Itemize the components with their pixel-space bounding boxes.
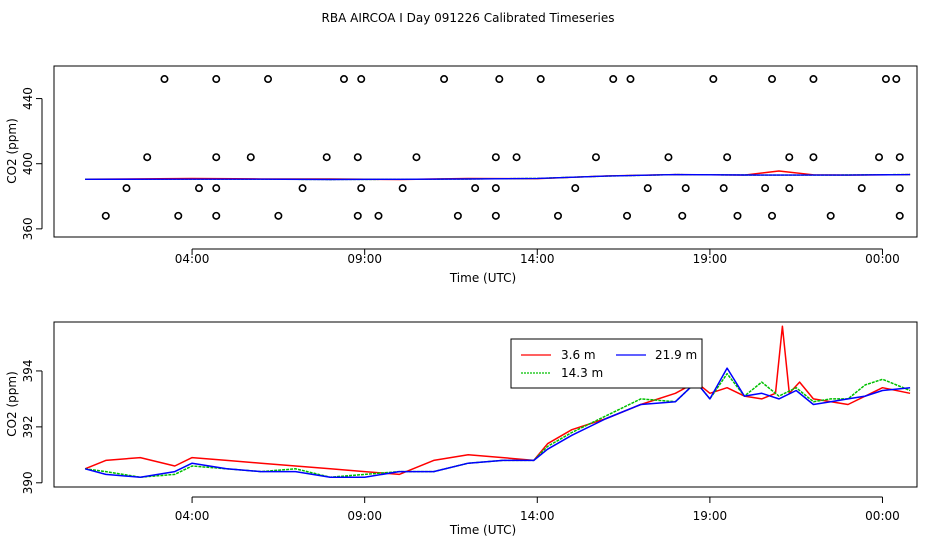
- scatter-point: [491, 211, 500, 220]
- x-tick-label: 14:00: [520, 509, 555, 523]
- x-tick-label: 19:00: [693, 509, 728, 523]
- scatter-point: [895, 184, 904, 193]
- scatter-point: [768, 211, 777, 220]
- scatter-point: [809, 75, 818, 84]
- scatter-point: [591, 153, 600, 162]
- x-tick-label: 19:00: [693, 252, 728, 266]
- scatter-point: [101, 211, 110, 220]
- scatter-point: [212, 184, 221, 193]
- scatter-point: [826, 211, 835, 220]
- y-tick-label: 400: [21, 152, 35, 175]
- scatter-point: [212, 211, 221, 220]
- scatter-point: [298, 184, 307, 193]
- x-tick-label: 00:00: [865, 509, 900, 523]
- legend-label-14-3m: 14.3 m: [561, 366, 603, 380]
- scatter-point: [353, 153, 362, 162]
- scatter-point: [768, 75, 777, 84]
- scatter-point: [491, 153, 500, 162]
- y-tick-label: 394: [21, 359, 35, 382]
- x-tick-label: 00:00: [865, 252, 900, 266]
- scatter-point: [626, 75, 635, 84]
- y-tick-label: 390: [21, 471, 35, 494]
- series-line-21-9-m: [84, 367, 911, 478]
- scatter-point: [857, 184, 866, 193]
- scatter-point: [733, 211, 742, 220]
- scatter-point: [471, 184, 480, 193]
- plot-frame-top: [53, 65, 918, 238]
- scatter-point: [571, 184, 580, 193]
- scatter-point: [892, 75, 901, 84]
- scatter-point: [512, 153, 521, 162]
- scatter-point: [412, 153, 421, 162]
- scatter-point: [609, 75, 618, 84]
- scatter-point: [274, 211, 283, 220]
- scatter-point: [809, 153, 818, 162]
- y-tick-label: 392: [21, 415, 35, 438]
- scatter-point: [895, 211, 904, 220]
- scatter-point: [357, 184, 366, 193]
- legend-label-21-9m: 21.9 m: [655, 348, 697, 362]
- scatter-point: [212, 75, 221, 84]
- scatter-point: [160, 75, 169, 84]
- figure-title: RBA AIRCOA I Day 091226 Calibrated Times…: [322, 11, 615, 25]
- scatter-point: [357, 75, 366, 84]
- series-line-3-6-m: [84, 325, 911, 476]
- x-tick-label: 04:00: [175, 252, 210, 266]
- panel-bottom: 04:00 09:00 14:00 19:00 00:00 390 392 394 Time …: [5, 321, 918, 537]
- scatter-point: [681, 184, 690, 193]
- x-tick-label: 09:00: [347, 252, 382, 266]
- x-axis-label-top: Time (UTC): [449, 271, 516, 285]
- plot-frame-bottom: [53, 321, 918, 488]
- scatter-point: [664, 153, 673, 162]
- x-tick-label: 04:00: [175, 509, 210, 523]
- scatter-point: [623, 211, 632, 220]
- scatter-point: [440, 75, 449, 84]
- scatter-point: [709, 75, 718, 84]
- scatter-point: [143, 153, 152, 162]
- scatter-point: [122, 184, 131, 193]
- y-axis-label-bottom: CO2 (ppm): [5, 371, 19, 437]
- scatter-point: [881, 75, 890, 84]
- scatter-point: [553, 211, 562, 220]
- scatter-point: [246, 153, 255, 162]
- scatter-point: [719, 184, 728, 193]
- scatter-point: [785, 184, 794, 193]
- scatter-point: [398, 184, 407, 193]
- scatter-point: [194, 184, 203, 193]
- legend-box: [510, 338, 703, 389]
- scatter-point: [322, 153, 331, 162]
- scatter-point: [453, 211, 462, 220]
- scatter-point: [643, 184, 652, 193]
- scatter-point: [785, 153, 794, 162]
- x-axis-label-bottom: Time (UTC): [449, 523, 516, 537]
- scatter-point: [353, 211, 362, 220]
- legend: 3.6 m 14.3 m 21.9 m: [510, 338, 703, 389]
- scatter-point: [212, 153, 221, 162]
- scatter-markers-top: [101, 75, 904, 220]
- scatter-point: [374, 211, 383, 220]
- series-lines-top: [85, 170, 911, 181]
- scatter-point: [678, 211, 687, 220]
- y-tick-label: 360: [21, 217, 35, 240]
- panel-top: 04:00 09:00 14:00 19:00 00:00 360 400 440 Time …: [5, 65, 918, 285]
- y-axis-label-top: CO2 (ppm): [5, 118, 19, 184]
- scatter-point: [761, 184, 770, 193]
- scatter-point: [875, 153, 884, 162]
- y-tick-label: 440: [21, 87, 35, 110]
- x-tick-label: 14:00: [520, 252, 555, 266]
- scatter-point: [895, 153, 904, 162]
- scatter-point: [174, 211, 183, 220]
- scatter-point: [491, 184, 500, 193]
- series-line-14-3-m: [84, 372, 911, 478]
- scatter-point: [495, 75, 504, 84]
- scatter-point: [264, 75, 273, 84]
- series-line-21-9-m: [85, 173, 911, 181]
- legend-label-3-6m: 3.6 m: [561, 348, 596, 362]
- scatter-point: [723, 153, 732, 162]
- x-tick-label: 09:00: [347, 509, 382, 523]
- series-lines-bottom: [84, 325, 911, 478]
- scatter-point: [536, 75, 545, 84]
- scatter-point: [339, 75, 348, 84]
